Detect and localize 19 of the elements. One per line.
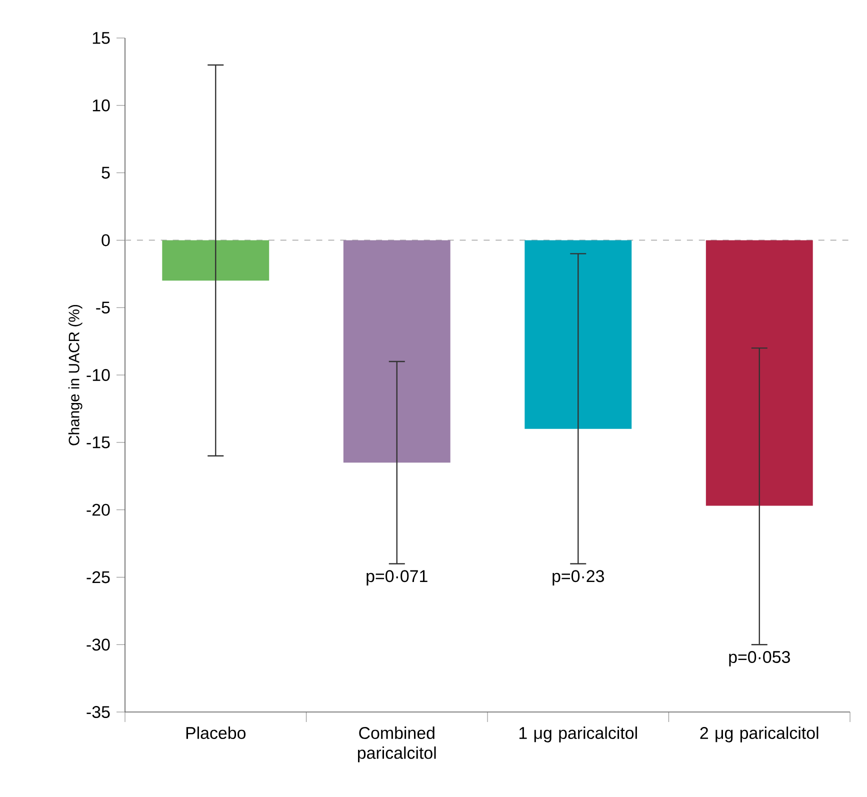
y-tick-label: 15 [92,32,110,44]
y-tick-label: 10 [92,99,110,112]
y-tick-label: 0 [102,234,110,246]
y-tick-label: -30 [86,638,110,651]
annotation: p=0·23 [552,570,604,586]
y-tick-label: -35 [86,706,110,718]
x-tick-label: 1 μg paricalcitol [519,726,637,742]
y-tick-label: -5 [96,302,110,314]
y-tick-label: -10 [86,369,110,381]
y-tick-label: -15 [86,436,110,448]
y-axis-title: Change in UACR (%) [68,304,82,446]
y-tick-label: -25 [86,571,110,584]
y-tick-label: 5 [102,166,110,179]
annotation: p=0·071 [366,570,428,586]
x-tick-label: Combined paricalcitol [358,726,436,762]
x-tick-label: Placebo [186,726,246,739]
x-tick-label: 2 μg paricalcitol [700,726,818,742]
y-tick-label: -20 [86,504,110,516]
annotation: p=0·053 [729,651,790,666]
